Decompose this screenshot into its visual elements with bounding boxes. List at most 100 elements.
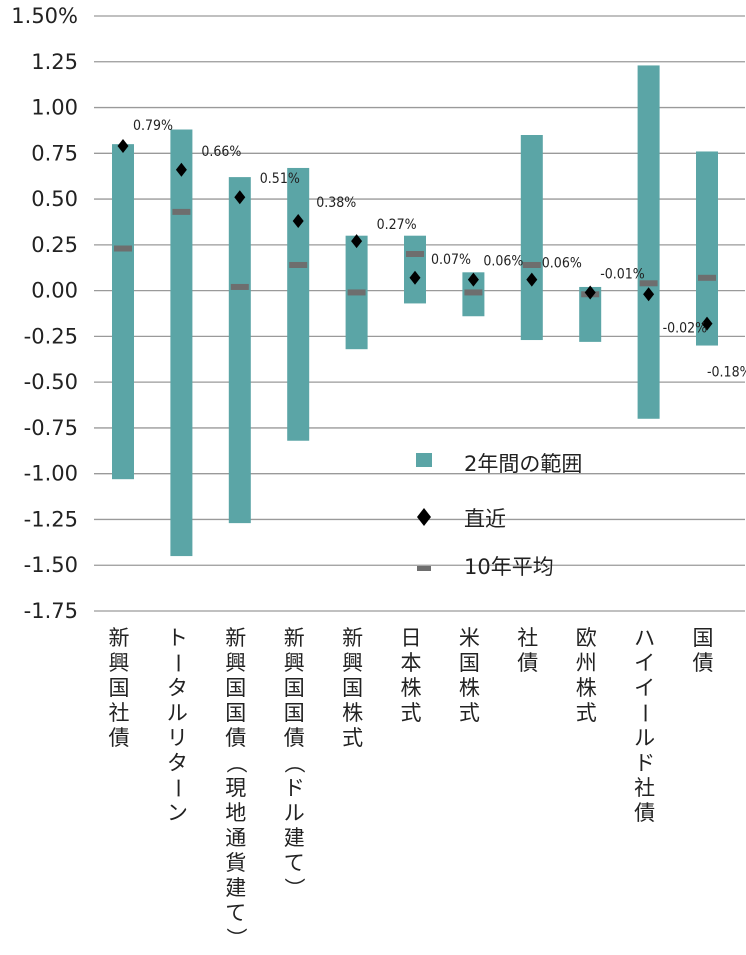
svg-text:ド: ド [634, 751, 655, 775]
svg-text:貨: 貨 [225, 851, 246, 875]
y-tick-label: -0.25 [24, 324, 78, 348]
legend-range-swatch [416, 453, 432, 467]
y-tick-label: -0.75 [24, 416, 78, 440]
svg-text:債: 債 [634, 801, 655, 825]
svg-text:国: 国 [109, 676, 130, 700]
y-tick-label: -1.50 [24, 553, 78, 577]
data-label: 0.66% [201, 144, 241, 160]
svg-text:建: 建 [225, 876, 246, 900]
range-bar [170, 129, 193, 557]
svg-text:ト: ト [167, 626, 188, 650]
data-label: 0.51% [260, 171, 300, 187]
svg-text:国: 国 [284, 701, 305, 725]
svg-text:イ: イ [634, 676, 655, 700]
svg-text:式: 式 [342, 726, 363, 750]
svg-text:ハ: ハ [634, 626, 655, 650]
svg-text:タ: タ [167, 751, 188, 775]
svg-text:通: 通 [225, 826, 246, 850]
category-label: 社債 [517, 626, 538, 675]
svg-text:社: 社 [109, 701, 130, 725]
svg-text:米: 米 [459, 626, 480, 650]
svg-text:ル: ル [167, 701, 188, 725]
legend-latest-label: 直近 [464, 507, 506, 531]
svg-text:社: 社 [634, 776, 655, 800]
svg-text:ン: ン [167, 801, 188, 825]
average-marker [406, 251, 424, 257]
latest-marker [117, 138, 129, 153]
latest-marker [234, 190, 246, 205]
y-tick-label: -1.00 [24, 462, 78, 486]
svg-text:国: 国 [284, 676, 305, 700]
svg-text:国: 国 [225, 676, 246, 700]
svg-text:ー: ー [165, 778, 189, 799]
legend-average-label: 10年平均 [464, 555, 554, 579]
svg-text:新: 新 [284, 626, 305, 650]
svg-text:興: 興 [284, 651, 305, 675]
data-label: 0.06% [542, 256, 582, 272]
category-label: 国債 [693, 626, 714, 675]
svg-text:株: 株 [401, 676, 422, 700]
svg-text:）: ） [282, 878, 306, 899]
data-label: 0.07% [431, 252, 471, 268]
svg-text:リ: リ [167, 726, 188, 750]
data-label: -0.02% [663, 320, 708, 336]
svg-text:新: 新 [109, 626, 130, 650]
svg-text:（: （ [282, 753, 306, 774]
y-tick-label: 1.00 [31, 96, 78, 120]
latest-marker [467, 272, 479, 287]
svg-text:興: 興 [342, 651, 363, 675]
legend-dash-marker [417, 566, 431, 571]
range-bar [637, 65, 660, 419]
svg-text:債: 債 [517, 651, 538, 675]
svg-text:ー: ー [633, 703, 657, 724]
svg-text:）: ） [224, 928, 248, 949]
latest-marker [351, 234, 363, 249]
average-marker [698, 274, 716, 281]
average-marker [347, 289, 366, 296]
y-tick-label: 0.75 [31, 141, 78, 165]
average-marker [172, 208, 191, 215]
svg-text:国: 国 [693, 626, 714, 650]
y-tick-label: 0.25 [31, 233, 78, 257]
svg-text:ー: ー [165, 653, 189, 674]
average-marker [522, 261, 541, 268]
svg-text:欧: 欧 [576, 626, 597, 650]
data-labels: 0.79% 0.66% 0.51% 0.38% 0.27% 0.07% 0.06% 0.06%… [133, 118, 746, 381]
svg-text:日: 日 [401, 626, 422, 650]
svg-text:タ: タ [167, 676, 188, 700]
svg-text:ル: ル [284, 801, 305, 825]
range-bar [404, 235, 426, 304]
svg-text:興: 興 [225, 651, 246, 675]
range-bar [579, 286, 602, 342]
range-bar [112, 144, 134, 480]
average-marker [639, 280, 658, 287]
svg-text:債: 債 [284, 726, 305, 750]
svg-text:地: 地 [225, 801, 246, 825]
y-tick-label: 1.50% [11, 4, 78, 28]
latest-marker [643, 287, 655, 302]
y-tick-label: 0.00 [31, 279, 78, 303]
average-marker [114, 245, 132, 252]
legend-range-label: 2年間の範囲 [464, 452, 582, 476]
svg-text:現: 現 [225, 776, 246, 800]
latest-marker [584, 285, 596, 300]
svg-text:国: 国 [225, 701, 246, 725]
svg-text:国: 国 [342, 676, 363, 700]
svg-text:て: て [284, 851, 305, 875]
data-label: 0.38% [316, 195, 356, 211]
svg-text:て: て [225, 901, 246, 925]
latest-marker [292, 214, 304, 229]
svg-text:債: 債 [225, 726, 246, 750]
data-label: -0.18% [707, 365, 746, 381]
data-label: 0.06% [483, 254, 523, 270]
y-tick-label: -1.75 [24, 599, 78, 623]
latest-marker [409, 270, 421, 285]
range-bar [287, 167, 310, 441]
